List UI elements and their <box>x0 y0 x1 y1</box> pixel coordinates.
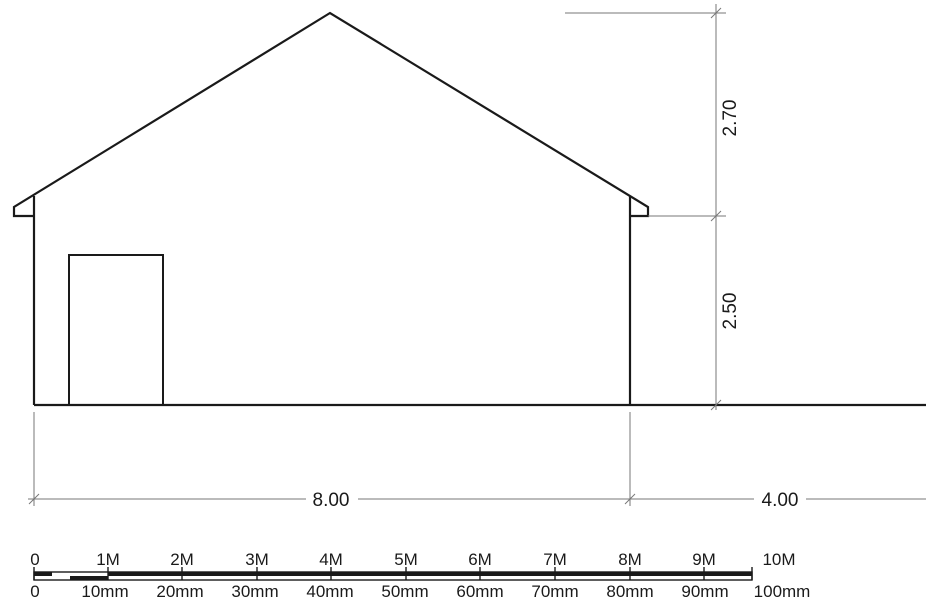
tick-left-wall <box>28 493 40 505</box>
scale-bar-first-segment-b <box>70 576 108 580</box>
scale-meter-label-4: 4M <box>319 550 343 569</box>
scale-mm-label-2: 20mm <box>156 582 203 601</box>
scale-bar-graphic <box>33 567 753 581</box>
scale-meter-label-6: 6M <box>468 550 492 569</box>
scale-meter-label-2: 2M <box>170 550 194 569</box>
scale-meter-label-8: 8M <box>618 550 642 569</box>
scale-mm-label-7: 70mm <box>531 582 578 601</box>
door <box>68 254 164 405</box>
tick-roof-peak <box>710 7 722 19</box>
tick-ground <box>710 399 722 411</box>
scale-mm-label-8: 80mm <box>606 582 653 601</box>
scale-mm-label-5: 50mm <box>381 582 428 601</box>
scale-mm-label-4: 40mm <box>306 582 353 601</box>
vertical-dimension-chain <box>565 4 726 411</box>
house-outline <box>12 11 650 405</box>
extension-width-label: 4.00 <box>762 490 799 511</box>
building-width-label: 8.00 <box>313 490 350 511</box>
scale-mm-label-1: 10mm <box>81 582 128 601</box>
scale-mm-label-3: 30mm <box>231 582 278 601</box>
scale-bar-first-segment-a <box>34 572 52 576</box>
scale-mm-label-6: 60mm <box>456 582 503 601</box>
scale-meter-label-3: 3M <box>245 550 269 569</box>
scale-meter-label-7: 7M <box>543 550 567 569</box>
tick-eave <box>710 210 722 222</box>
building-width-label-mask <box>306 488 358 510</box>
scale-mm-label-0: 0 <box>30 582 39 601</box>
scale-bar-solid-segment <box>108 572 752 576</box>
scale-mm-label-9: 90mm <box>681 582 728 601</box>
roof-outline <box>12 11 650 218</box>
scale-meter-label-0: 0 <box>30 550 39 569</box>
scale-bar-mm-labels: 0 10mm 20mm 30mm 40mm 50mm 60mm 70mm 80m… <box>30 582 810 601</box>
scale-bar: 0 1M 2M 3M 4M 5M 6M 7M 8M 9M 10M <box>30 550 810 601</box>
scale-bar-meter-labels: 0 1M 2M 3M 4M 5M 6M 7M 8M 9M 10M <box>30 550 795 569</box>
scale-mm-label-10: 100mm <box>754 582 811 601</box>
tick-right-wall <box>624 493 636 505</box>
extension-width-label-mask <box>754 488 806 510</box>
scale-meter-label-5: 5M <box>394 550 418 569</box>
scale-meter-label-9: 9M <box>692 550 716 569</box>
scale-meter-label-1: 1M <box>96 550 120 569</box>
wall-height-label: 2.50 <box>720 293 741 330</box>
scale-meter-label-10: 10M <box>762 550 795 569</box>
roof-height-label: 2.70 <box>720 100 741 137</box>
